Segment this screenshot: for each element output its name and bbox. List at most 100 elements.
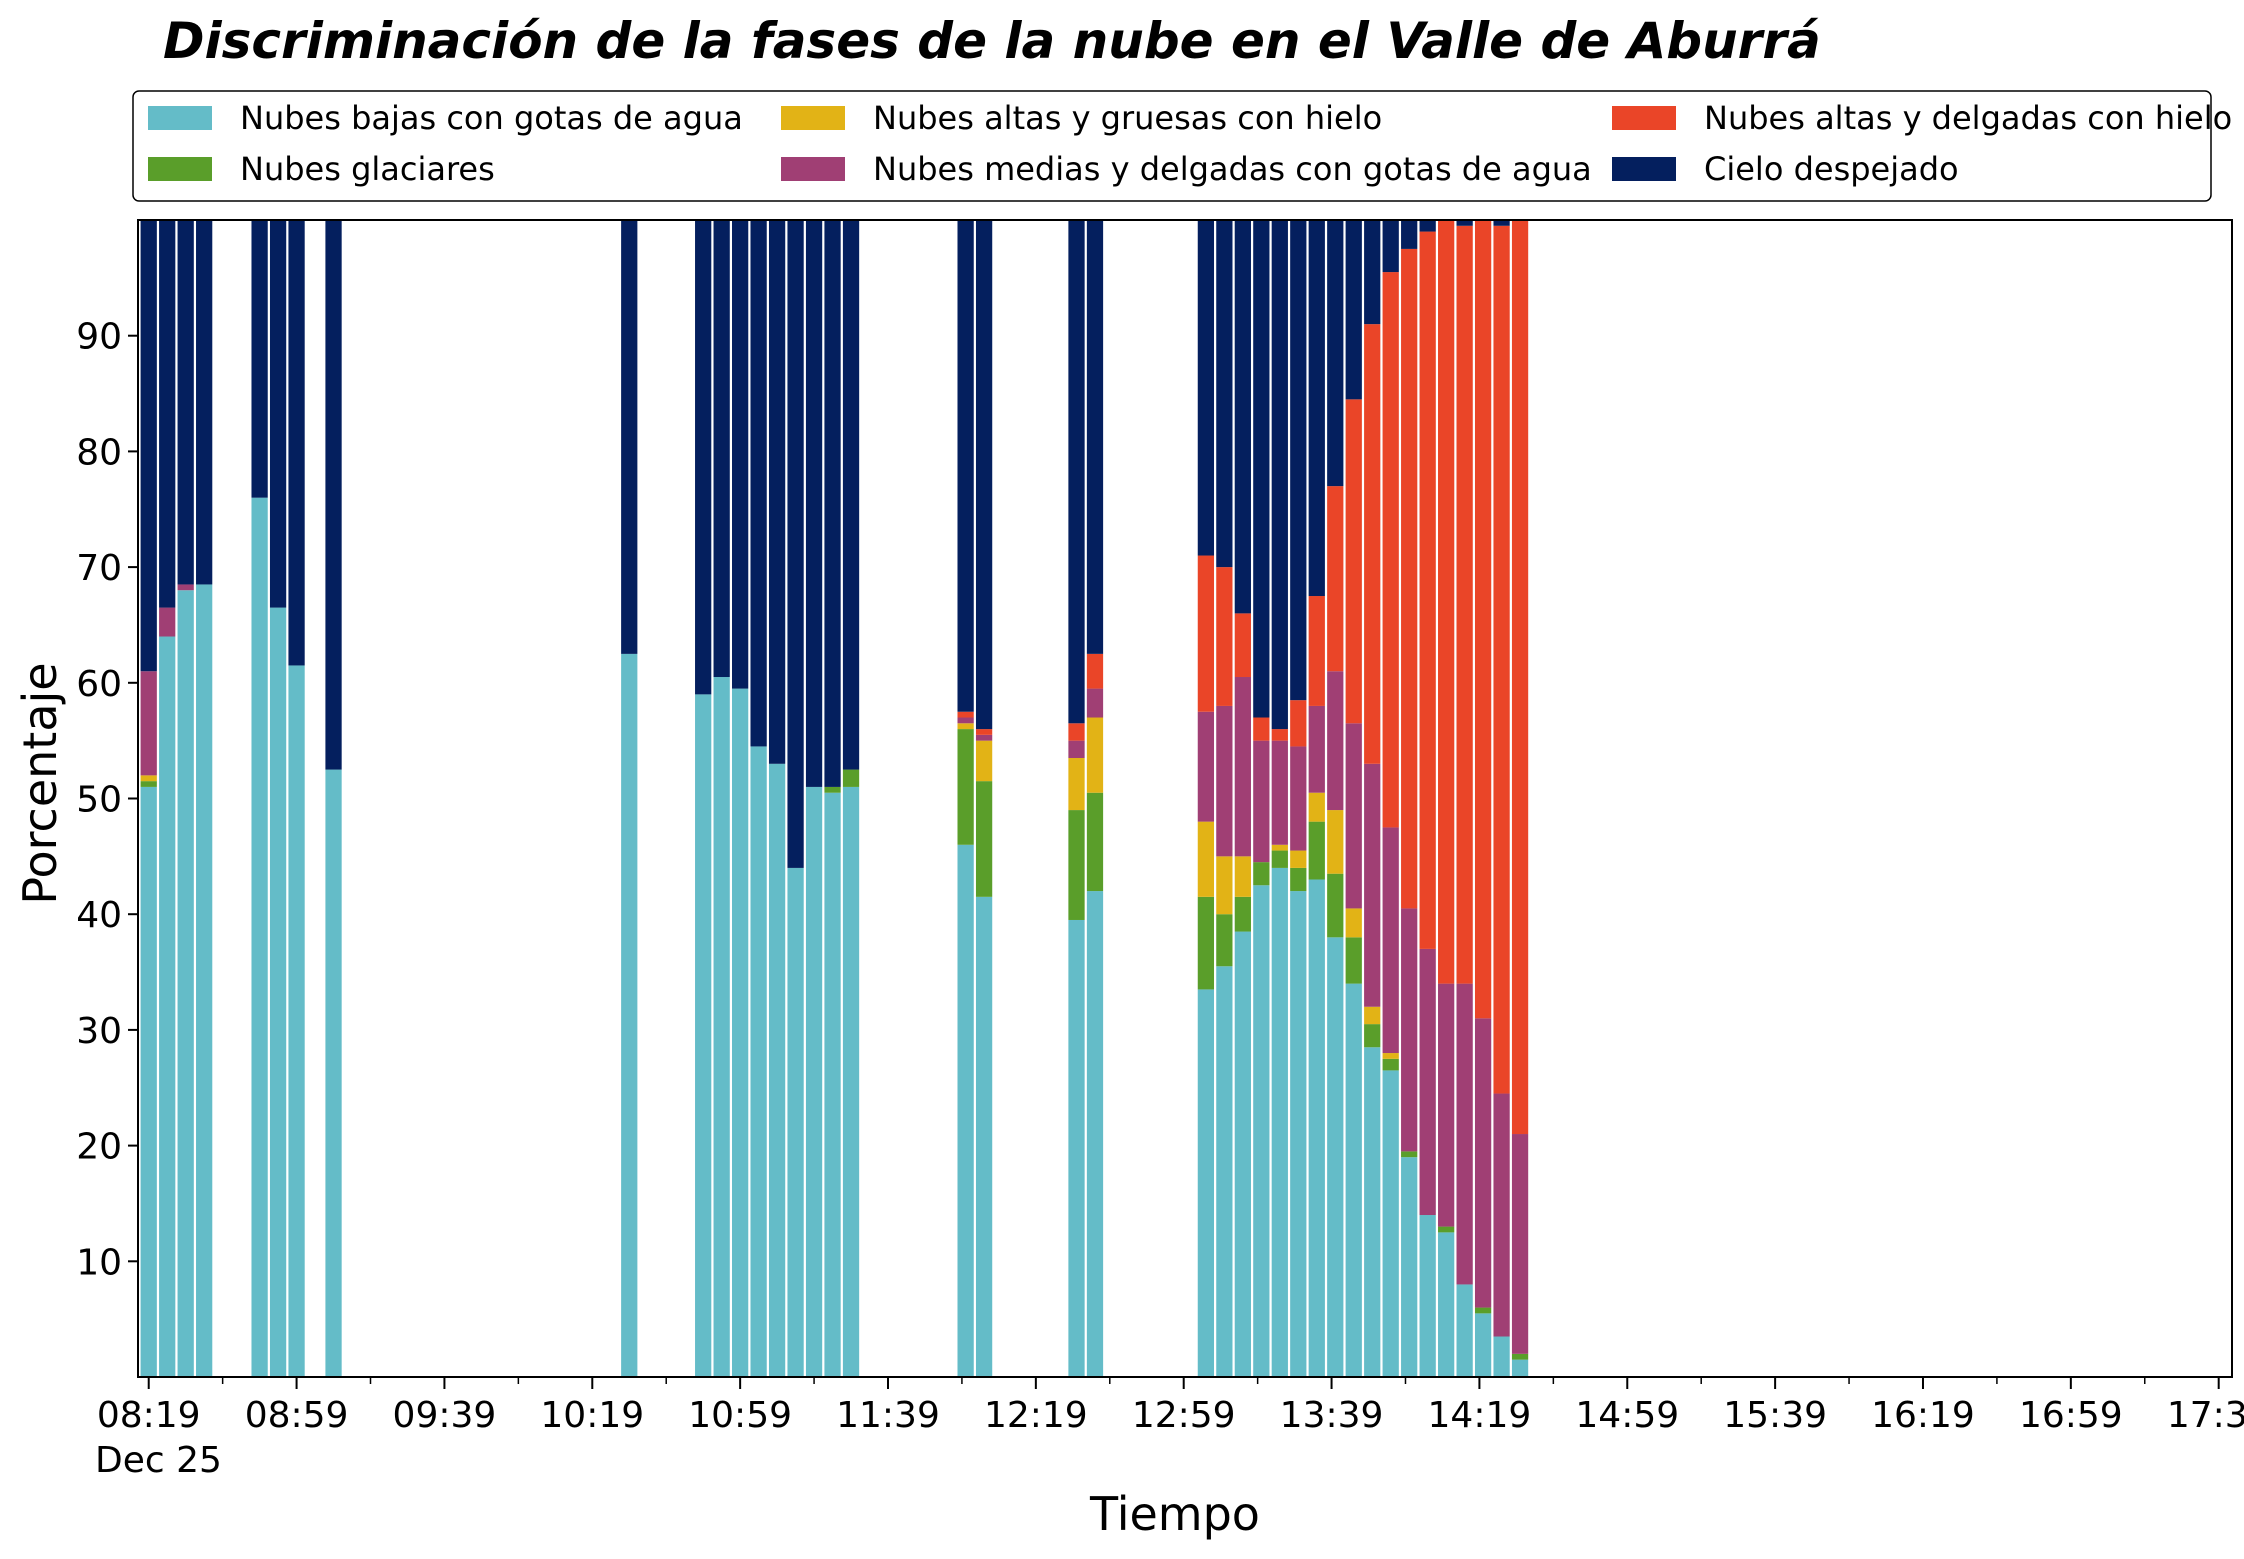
bar-segment-1345-s5 [1345, 220, 1362, 400]
bar-segment-1320-s3 [1253, 740, 1270, 863]
bar-segment-1310-s2 [1216, 856, 1233, 915]
x-tick-label-1459: 14:59 [1575, 1395, 1679, 1436]
bar-segment-1335-s2 [1308, 792, 1325, 822]
bar-segment-1124-s0 [824, 792, 841, 1377]
bar-segment-1230-s2 [1068, 758, 1085, 811]
axes-layer: 10 20 30 40 50 60 70 80 90 08:19 08:59 09:39 10:19 10… [76, 219, 2244, 1436]
bar-segment-1235-s2 [1086, 717, 1104, 793]
bar-segment-1355-s5 [1382, 220, 1399, 273]
bar-segment-1420-s3 [1474, 1018, 1492, 1308]
bar-segment-1410-s4 [1438, 220, 1455, 984]
bar-segment-1325-s0 [1271, 867, 1288, 1377]
bar-segment-1305-s4 [1197, 555, 1215, 712]
bar-segment-1325-s1 [1271, 850, 1288, 868]
bar-segment-1410-s1 [1438, 1226, 1455, 1233]
legend-label-nubes-altas-y-gruesas-con-hielo: Nubes altas y gruesas con hielo [873, 99, 1382, 137]
bar-segment-0824-s0 [159, 636, 176, 1377]
bar-segment-0819-s2 [140, 775, 157, 782]
bar-segment-0819-s3 [140, 671, 157, 776]
bar-segment-1235-s4 [1086, 653, 1104, 689]
bar-segment-1320-s0 [1253, 885, 1270, 1377]
bar-segment-1205-s4 [975, 729, 993, 735]
bar-segment-1315-s4 [1234, 613, 1251, 678]
bar-segment-1330-s2 [1290, 850, 1307, 868]
plot-frame [137, 219, 2233, 1378]
bar-segment-1114-s0 [787, 867, 804, 1377]
bar-segment-1405-s4 [1419, 231, 1436, 949]
bar-segment-1425-s4 [1493, 225, 1510, 1094]
bar-segment-1415-s3 [1456, 983, 1473, 1285]
bar-segment-1405-s5 [1419, 220, 1436, 232]
bar-segment-1029-s0 [621, 653, 638, 1378]
bar-segment-1420-s0 [1474, 1313, 1492, 1377]
bar-segment-1119-s0 [805, 786, 823, 1377]
bar-segment-1104-s0 [750, 746, 767, 1377]
bar-segment-1400-s5 [1401, 220, 1418, 249]
bar-segment-0834-s0 [196, 584, 213, 1377]
bar-segment-1315-s0 [1234, 931, 1251, 1377]
bar-segment-1109-s0 [768, 763, 786, 1377]
legend-label-cielo-despejado: Cielo despejado [1704, 150, 1959, 188]
bar-segment-1205-s3 [975, 734, 993, 741]
bar-segment-1325-s2 [1271, 844, 1288, 851]
bar-segment-1330-s5 [1290, 220, 1307, 701]
bar-segment-1415-s0 [1456, 1284, 1473, 1377]
bar-segment-1335-s1 [1308, 821, 1325, 880]
bar-segment-1355-s1 [1382, 1058, 1399, 1071]
bar-segment-1205-s5 [975, 220, 993, 730]
bar-segment-1029-s5 [621, 220, 638, 654]
bar-segment-1335-s4 [1308, 596, 1325, 706]
bar-segment-1320-s5 [1253, 220, 1270, 718]
chart-title: Discriminación de la fases de la nube en… [163, 12, 1821, 70]
bar-segment-1305-s0 [1197, 989, 1215, 1377]
x-tick-label-1059: 10:59 [688, 1395, 792, 1436]
bar-segment-1355-s2 [1382, 1053, 1399, 1059]
bar-segment-1410-s0 [1438, 1232, 1455, 1378]
bar-segment-1405-s3 [1419, 948, 1436, 1216]
bar-segment-1129-s0 [842, 786, 860, 1377]
bar-segment-1355-s0 [1382, 1070, 1399, 1377]
bar-segment-1310-s3 [1216, 705, 1233, 857]
bar-segment-0849-s0 [251, 497, 268, 1377]
legend-frame [132, 90, 2212, 202]
bar-segment-1310-s5 [1216, 220, 1233, 568]
bar-segment-1400-s3 [1401, 908, 1418, 1152]
x-tick-label-1139: 11:39 [836, 1395, 940, 1436]
legend-label-nubes-altas-y-delgadas-con-hielo: Nubes altas y delgadas con hielo [1704, 99, 2232, 137]
x-tick-label-1219: 12:19 [984, 1395, 1088, 1436]
bar-segment-1200-s1 [957, 729, 974, 845]
y-tick-label-20: 20 [76, 1127, 122, 1168]
bar-segment-1350-s0 [1364, 1047, 1381, 1377]
bar-segment-0909-s5 [325, 220, 342, 770]
x-tick-label-1619: 16:19 [1871, 1395, 1975, 1436]
bar-segment-1345-s4 [1345, 399, 1362, 724]
bar-segment-1325-s5 [1271, 220, 1288, 730]
bar-segment-1410-s3 [1438, 983, 1455, 1227]
bar-segment-1345-s0 [1345, 983, 1362, 1377]
x-tick-label-1419: 14:19 [1428, 1395, 1532, 1436]
bar-segment-1315-s2 [1234, 856, 1251, 897]
bar-segment-1059-s5 [732, 220, 749, 689]
bar-segment-0829-s5 [177, 220, 194, 585]
y-tick-label-40: 40 [76, 895, 122, 936]
bar-segment-1049-s5 [695, 220, 712, 695]
bar-segment-1405-s0 [1419, 1215, 1436, 1377]
bar-segment-1340-s5 [1327, 220, 1344, 487]
x-tick-label-1019: 10:19 [540, 1395, 644, 1436]
bar-segment-1415-s5 [1456, 220, 1473, 226]
bar-segment-0909-s0 [325, 769, 342, 1377]
legend-swatch-nubes-altas-y-delgadas-con-hielo [1612, 106, 1676, 130]
bar-segment-1114-s5 [787, 220, 804, 868]
bar-segment-1310-s4 [1216, 567, 1233, 706]
bar-segment-1345-s2 [1345, 908, 1362, 938]
bar-segment-1335-s3 [1308, 705, 1325, 793]
y-axis-label: Porcentaje [13, 662, 67, 904]
legend-swatch-nubes-glaciares [148, 157, 212, 181]
bar-segment-1345-s1 [1345, 937, 1362, 984]
bar-segment-0854-s5 [269, 220, 287, 608]
bar-segment-1340-s2 [1327, 810, 1344, 874]
x-axis-label: Tiempo [1089, 1487, 1260, 1541]
bar-segment-1310-s1 [1216, 914, 1233, 967]
x-tick-label-0939: 09:39 [393, 1395, 497, 1436]
